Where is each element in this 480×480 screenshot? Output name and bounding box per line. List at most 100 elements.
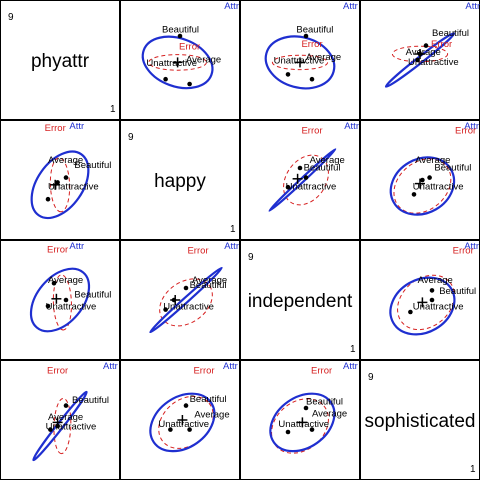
group-mean-point-beautiful-independent-vs-happy [183,285,189,291]
group-label-average-phyattr-vs-sophisticated: Average [406,47,441,58]
group-label-beautiful-happy-vs-phyattr: Beautiful [74,160,111,171]
range-max-label-phyattr: 9 [8,12,14,23]
panel-frame-2-0 [0,240,120,360]
variable-label-happy: happy [154,171,206,192]
group-label-average-phyattr-vs-happy: Average [186,54,221,65]
group-mean-point-unattractive-happy-vs-phyattr [45,196,51,202]
group-label-beautiful-independent-vs-phyattr: Beautiful [74,290,111,301]
panel-frame-1-1 [120,120,240,240]
error-label-independent-vs-phyattr: Error [47,244,68,255]
group-mean-point-beautiful-sophisticated-vs-happy [183,403,189,408]
group-mean-point-unattractive-phyattr-vs-happy [187,81,192,87]
group-label-average-sophisticated-vs-happy: Average [194,410,229,421]
hypothesis-label-happy-vs-sophisticated: Attr [464,121,479,132]
group-mean-point-beautiful-happy-vs-sophisticated [427,175,432,180]
group-label-beautiful-phyattr-vs-sophisticated: Beautiful [432,28,469,39]
panel-frame-0-0 [0,0,120,120]
group-mean-point-unattractive-sophisticated-vs-happy [187,427,192,432]
group-label-beautiful-independent-vs-sophisticated: Beautiful [439,286,476,297]
error-label-sophisticated-vs-happy: Error [193,366,214,377]
error-ellipse-phyattr-vs-happy [148,54,207,71]
group-mean-point-unattractive-sophisticated-vs-independent [309,427,315,432]
group-label-beautiful-sophisticated-vs-independent: Beautiful [306,396,343,407]
error-label-happy-vs-sophisticated: Error [455,126,476,137]
panel-frame-1-2 [240,120,360,240]
error-label-happy-vs-independent: Error [301,126,322,137]
group-mean-point-average-phyattr-vs-independent [285,72,291,77]
group-label-beautiful-happy-vs-sophisticated: Beautiful [434,162,471,173]
hypothesis-label-happy-vs-independent: Attr [344,121,359,132]
group-mean-point-average-independent-vs-happy [171,297,177,303]
error-label-independent-vs-happy: Error [187,246,208,257]
variable-label-independent: independent [248,291,353,312]
group-mean-point-beautiful-phyattr-vs-independent [303,33,309,39]
group-label-unattractive-happy-vs-phyattr: Unattractive [48,182,99,193]
panel-frame-2-1 [120,240,240,360]
range-max-label-independent: 9 [248,252,254,263]
hypothesis-label-phyattr-vs-happy: Attr [224,1,239,12]
error-ellipse-independent-vs-phyattr [52,274,72,331]
group-mean-point-beautiful-sophisticated-vs-independent [303,405,309,411]
group-label-beautiful-phyattr-vs-happy: Beautiful [162,24,199,35]
group-mean-point-unattractive-independent-vs-happy [163,307,168,312]
hypothesis-ellipse-independent-vs-phyattr [29,267,91,333]
group-mean-point-average-independent-vs-phyattr [51,280,57,286]
group-label-unattractive-sophisticated-vs-independent: Unattractive [278,419,329,430]
group-mean-point-unattractive-happy-vs-independent [285,184,291,190]
hypothesis-label-sophisticated-vs-happy: Attr [223,361,238,372]
hypothesis-label-independent-vs-happy: Attr [224,241,239,252]
group-label-average-sophisticated-vs-phyattr: Average [48,412,83,423]
range-min-label-happy: 1 [230,224,236,235]
group-label-unattractive-independent-vs-phyattr: Unattractive [46,302,97,313]
error-ellipse-sophisticated-vs-phyattr [53,397,72,455]
group-label-average-happy-vs-sophisticated: Average [415,155,450,166]
group-mean-point-average-independent-vs-sophisticated [429,297,435,303]
hypothesis-ellipse-independent-vs-sophisticated [389,276,456,336]
hypothesis-label-phyattr-vs-independent: Attr [343,1,358,12]
group-mean-point-unattractive-independent-vs-sophisticated [408,309,413,315]
group-label-average-independent-vs-phyattr: Average [48,275,83,286]
panel-frame-2-2 [240,240,360,360]
hypothesis-label-phyattr-vs-sophisticated: Attr [465,1,480,12]
error-label-phyattr-vs-sophisticated: Error [431,39,452,50]
hypothesis-ellipse-happy-vs-sophisticated [389,156,456,216]
group-mean-point-beautiful-independent-vs-phyattr [63,297,69,303]
variable-label-sophisticated: sophisticated [365,411,476,432]
group-label-beautiful-happy-vs-independent: Beautiful [304,162,341,173]
group-label-unattractive-phyattr-vs-happy: Unattractive [146,58,197,69]
error-ellipse-happy-vs-independent [283,154,329,206]
panel-frame-0-1 [120,0,240,120]
group-mean-point-beautiful-happy-vs-independent [297,165,303,171]
error-ellipse-independent-vs-sophisticated [397,274,455,331]
group-label-average-independent-vs-happy: Average [192,275,227,286]
range-min-label-independent: 1 [350,344,356,355]
group-mean-point-beautiful-happy-vs-phyattr [63,175,69,180]
hypothesis-label-independent-vs-sophisticated: Attr [464,241,479,252]
group-mean-point-average-happy-vs-independent [303,175,309,180]
group-mean-point-unattractive-happy-vs-sophisticated [411,192,417,197]
group-label-average-sophisticated-vs-independent: Average [312,408,347,419]
group-label-average-independent-vs-sophisticated: Average [418,275,453,286]
group-mean-point-beautiful-phyattr-vs-sophisticated [423,43,429,48]
error-ellipse-phyattr-vs-independent [271,54,329,71]
range-max-label-happy: 9 [128,132,134,143]
hypothesis-label-independent-vs-phyattr: Attr [69,241,84,252]
error-ellipse-happy-vs-sophisticated [393,158,452,214]
group-label-unattractive-phyattr-vs-sophisticated: Unattractive [408,57,459,68]
error-label-phyattr-vs-independent: Error [301,39,322,50]
hypothesis-ellipse-phyattr-vs-sophisticated [384,32,456,88]
error-label-phyattr-vs-happy: Error [179,42,200,53]
hypothesis-ellipse-phyattr-vs-happy [141,35,214,90]
group-label-unattractive-happy-vs-sophisticated: Unattractive [413,182,464,193]
group-mean-point-unattractive-independent-vs-phyattr [45,303,51,309]
group-label-beautiful-phyattr-vs-independent: Beautiful [296,24,333,35]
group-mean-point-beautiful-phyattr-vs-happy [177,33,183,39]
group-mean-point-unattractive-sophisticated-vs-phyattr [48,427,53,432]
error-ellipse-sophisticated-vs-happy [158,395,214,449]
group-label-average-happy-vs-independent: Average [310,155,345,166]
group-label-unattractive-independent-vs-sophisticated: Unattractive [413,302,464,313]
group-label-beautiful-sophisticated-vs-happy: Beautiful [190,394,227,405]
variable-label-phyattr: phyattr [31,51,90,72]
range-min-label-sophisticated: 1 [470,464,476,475]
